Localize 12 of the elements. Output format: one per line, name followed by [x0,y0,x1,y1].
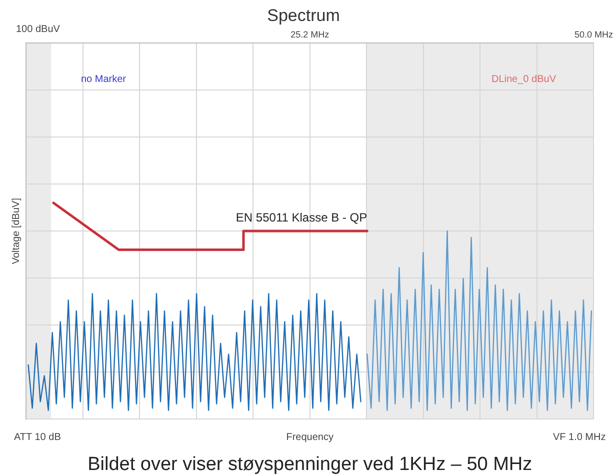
x-tick-label: 25.2 MHz [290,29,330,40]
text: 100 dBuV [16,24,60,35]
x-axis-title: Frequency [286,432,334,443]
chart-title: Spectrum [267,6,340,25]
text: Bildet over viser støyspenninger ved 1KHz – 50 MHz [88,454,532,475]
y-axis-title: Voltage [dBuV] [10,198,22,264]
text: no Marker [81,74,127,85]
series-label: EN 55011 Klasse B - QP [236,210,368,224]
text: ATT 10 dB [14,432,62,443]
text: DLine_0 dBuV [491,74,556,85]
text: VF 1.0 MHz [552,432,606,443]
x-tick-label: 50.0 MHz [574,29,614,40]
